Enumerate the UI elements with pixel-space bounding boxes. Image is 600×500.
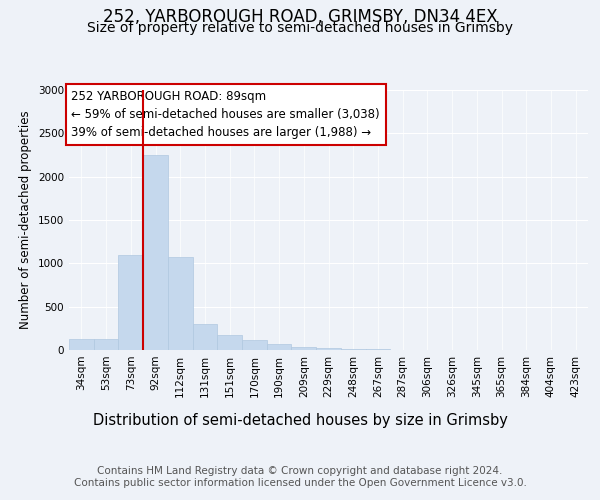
Bar [292,346,316,350]
Bar [267,344,292,350]
Bar [69,338,94,350]
Bar [316,348,341,350]
Bar [217,335,242,350]
Text: Contains HM Land Registry data © Crown copyright and database right 2024.: Contains HM Land Registry data © Crown c… [97,466,503,476]
Bar [365,349,390,350]
Bar [242,340,267,350]
Bar [118,254,143,350]
Bar [168,258,193,350]
Bar [94,338,118,350]
Bar [143,155,168,350]
Text: 252, YARBOROUGH ROAD, GRIMSBY, DN34 4EX: 252, YARBOROUGH ROAD, GRIMSBY, DN34 4EX [103,8,497,26]
Y-axis label: Number of semi-detached properties: Number of semi-detached properties [19,110,32,330]
Text: Size of property relative to semi-detached houses in Grimsby: Size of property relative to semi-detach… [87,21,513,35]
Text: Contains public sector information licensed under the Open Government Licence v3: Contains public sector information licen… [74,478,526,488]
Text: 252 YARBOROUGH ROAD: 89sqm
← 59% of semi-detached houses are smaller (3,038)
39%: 252 YARBOROUGH ROAD: 89sqm ← 59% of semi… [71,90,380,139]
Bar [193,324,217,350]
Text: Distribution of semi-detached houses by size in Grimsby: Distribution of semi-detached houses by … [92,412,508,428]
Bar [341,348,365,350]
